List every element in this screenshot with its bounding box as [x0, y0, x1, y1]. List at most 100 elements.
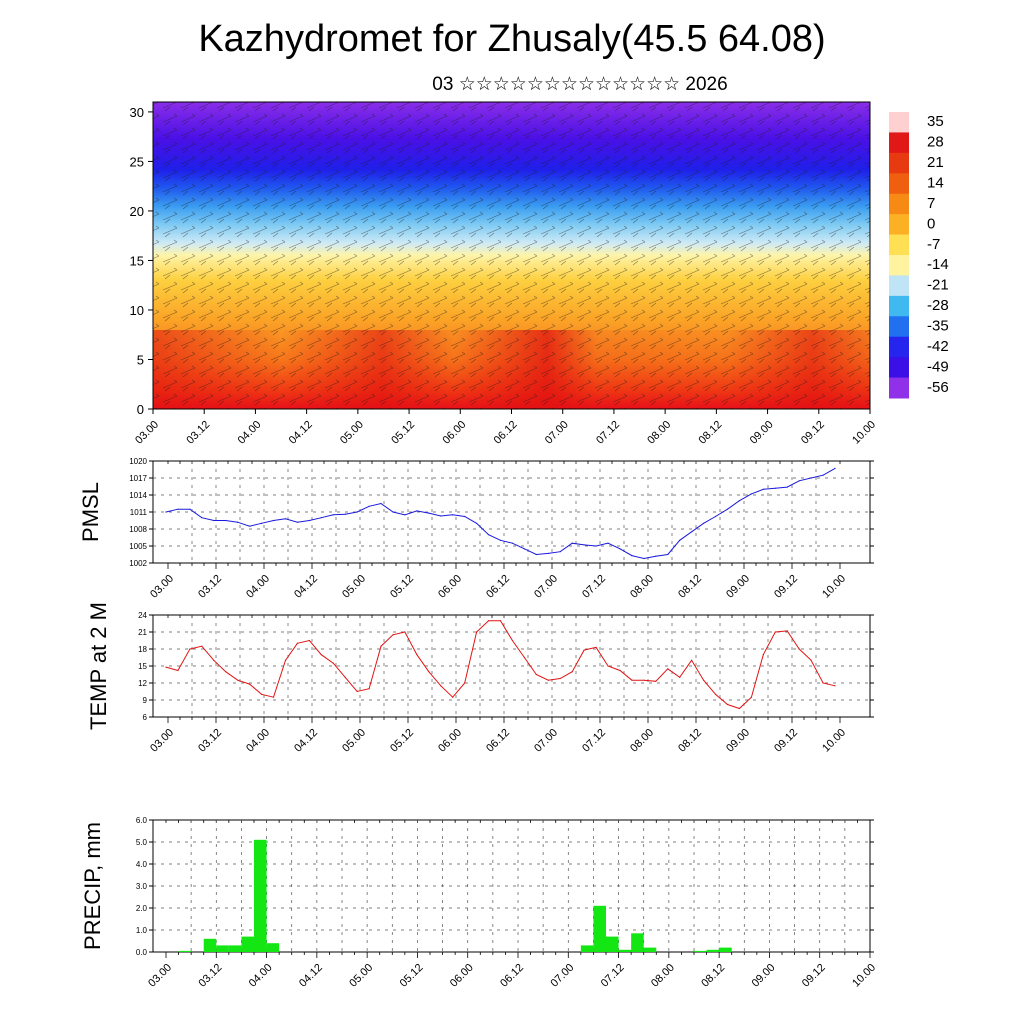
y-tick-label: 1005 [129, 542, 147, 551]
colorbar-swatch [889, 316, 909, 338]
data-point [643, 557, 645, 560]
data-point [667, 553, 669, 556]
data-point [810, 659, 812, 661]
heatmap-y-tick-label: 20 [130, 204, 144, 219]
x-tick-label: 04.00 [244, 727, 272, 755]
colorbar-label: 35 [927, 113, 944, 130]
x-tick-label: 05.00 [340, 727, 368, 755]
x-tick-label: 10.00 [850, 962, 878, 990]
data-point [583, 649, 585, 651]
data-point [798, 648, 800, 650]
colorbar-swatch [889, 132, 909, 154]
data-point [428, 671, 430, 673]
colorbar-label: -35 [927, 318, 949, 335]
data-point [750, 696, 752, 698]
heatmap-x-tick-label: 09.12 [799, 419, 827, 447]
colorbar-label: 28 [927, 134, 944, 151]
heatmap-y-tick-label: 5 [137, 352, 144, 367]
precip-bar [694, 950, 707, 952]
x-tick-label: 09.12 [772, 573, 800, 601]
x-tick-label: 08.00 [628, 573, 656, 601]
x-tick-label: 07.00 [532, 573, 560, 601]
x-tick-label: 09.12 [800, 962, 828, 990]
colorbar-label: -42 [927, 338, 949, 355]
colorbar-label: -28 [927, 297, 949, 314]
x-tick-label: 03.00 [146, 962, 174, 990]
colorbar-label: 0 [927, 215, 935, 232]
data-point [380, 645, 382, 647]
heatmap-y-tick-label: 30 [130, 105, 144, 120]
colorbar-swatch [889, 173, 909, 195]
data-point [834, 685, 836, 687]
precip-bar [618, 949, 632, 952]
x-tick-label: 07.00 [532, 727, 560, 755]
data-point [213, 659, 215, 661]
data-point [189, 648, 191, 650]
heatmap-x-tick-label: 03.12 [184, 419, 212, 447]
data-point [428, 512, 430, 514]
y-tick-label: 9 [143, 696, 148, 705]
x-tick-label: 07.12 [599, 962, 627, 990]
data-point [452, 514, 454, 516]
y-tick-label: 1002 [129, 559, 147, 568]
x-tick-label: 09.12 [772, 727, 800, 755]
x-tick-label: 06.00 [448, 962, 476, 990]
heatmap-x-tick-label: 07.12 [594, 419, 622, 447]
y-tick-label: 15 [138, 662, 147, 671]
data-point [487, 620, 490, 622]
data-point [308, 519, 310, 522]
data-point [691, 659, 693, 661]
data-point [308, 639, 310, 642]
data-point [249, 683, 251, 685]
colorbar-label: -21 [927, 277, 949, 294]
precip-bar [580, 945, 594, 952]
data-point [201, 517, 203, 519]
y-tick-label: 1020 [129, 457, 147, 466]
y-tick-label: 5.0 [136, 838, 148, 847]
data-point [356, 690, 358, 693]
precip-bar [606, 936, 619, 952]
x-tick-label: 04.00 [244, 573, 272, 601]
x-tick-label: 09.00 [724, 727, 752, 755]
data-point [452, 696, 454, 698]
heatmap-x-tick-label: 06.12 [492, 419, 520, 447]
data-point [726, 508, 729, 510]
data-point [559, 551, 561, 553]
chart-title: Kazhydromet for Zhusaly(45.5 64.08) [198, 18, 826, 60]
data-point [834, 467, 836, 469]
heatmap-x-tick-label: 05.12 [389, 419, 417, 447]
data-point [523, 656, 525, 659]
colorbar-swatch [889, 336, 909, 358]
data-point [225, 671, 227, 673]
data-point [631, 679, 633, 681]
data-point [225, 519, 227, 522]
data-point [511, 542, 514, 544]
data-point [655, 680, 657, 682]
data-point [595, 545, 597, 547]
precip-bar [719, 947, 732, 952]
data-point [643, 679, 645, 681]
data-point [476, 522, 478, 524]
data-point [786, 486, 788, 488]
data-point [476, 631, 478, 633]
heatmap-y-axis: 0 5 10 15 20 25 30 [130, 105, 153, 417]
colorbar-swatch [889, 214, 909, 236]
temp-panel: 6 9 12 15 18 21 24 03.00 03.12 04.00 04.12 05.00 05.… [86, 602, 874, 755]
x-tick-label: 04.12 [292, 727, 320, 755]
colorbar-label: -49 [927, 358, 949, 375]
x-tick-label: 05.00 [340, 573, 368, 601]
data-point [619, 548, 621, 550]
data-point [404, 631, 406, 633]
precip-bar [178, 950, 192, 952]
x-tick-label: 06.12 [498, 962, 526, 990]
x-tick-label: 06.12 [484, 573, 512, 601]
y-tick-label: 6.0 [136, 816, 148, 825]
x-tick-label: 03.12 [196, 727, 224, 755]
data-point [535, 553, 537, 556]
y-tick-label: 1017 [129, 474, 147, 483]
data-point [165, 666, 167, 668]
data-point [655, 555, 657, 557]
data-point [392, 634, 394, 636]
heatmap-y-tick-label: 0 [137, 402, 144, 417]
wind-vectors [153, 102, 870, 409]
